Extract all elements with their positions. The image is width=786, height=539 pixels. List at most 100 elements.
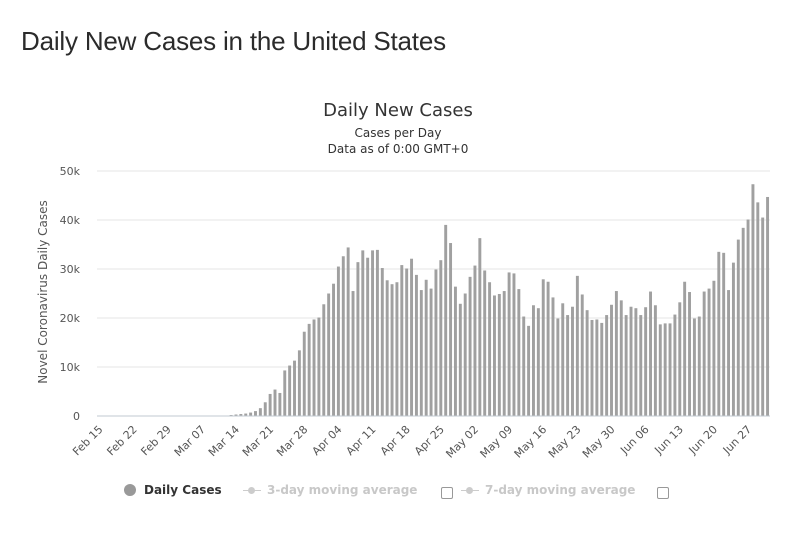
bar[interactable] — [517, 289, 521, 416]
bar[interactable] — [507, 272, 511, 416]
bar[interactable] — [571, 306, 574, 416]
bar[interactable] — [585, 310, 589, 416]
bar[interactable] — [712, 280, 716, 416]
bar[interactable] — [619, 300, 623, 416]
bar[interactable] — [410, 258, 414, 416]
bar[interactable] — [468, 276, 472, 416]
bar[interactable] — [463, 293, 467, 417]
bar[interactable] — [273, 389, 277, 416]
bar[interactable] — [697, 316, 701, 416]
bar[interactable] — [249, 412, 253, 416]
bar[interactable] — [322, 304, 326, 416]
bar[interactable] — [434, 269, 438, 416]
bar[interactable] — [566, 315, 570, 416]
bar[interactable] — [278, 392, 282, 416]
bar[interactable] — [488, 282, 492, 416]
bar[interactable] — [580, 294, 584, 416]
bar[interactable] — [644, 307, 648, 416]
bar[interactable] — [761, 217, 765, 416]
bar[interactable] — [678, 302, 682, 416]
bar[interactable] — [414, 274, 418, 416]
legend-daily-cases[interactable]: Daily Cases — [124, 483, 222, 497]
bar[interactable] — [575, 275, 579, 416]
bar[interactable] — [605, 315, 609, 416]
bar[interactable] — [478, 238, 482, 416]
bar[interactable] — [453, 286, 457, 416]
bar[interactable] — [239, 414, 243, 416]
bar[interactable] — [439, 260, 443, 416]
bar[interactable] — [522, 316, 526, 416]
bar[interactable] — [497, 293, 501, 416]
bar[interactable] — [556, 318, 560, 416]
bar[interactable] — [546, 281, 550, 416]
bar[interactable] — [502, 291, 506, 416]
bar[interactable] — [395, 282, 399, 416]
bar[interactable] — [385, 280, 389, 416]
bar[interactable] — [307, 323, 311, 416]
bar[interactable] — [234, 414, 238, 416]
bar[interactable] — [702, 291, 706, 416]
checkbox-7day-average[interactable] — [657, 487, 669, 499]
bar[interactable] — [419, 290, 423, 416]
bar[interactable] — [341, 256, 345, 416]
bar[interactable] — [380, 268, 384, 416]
bar[interactable] — [688, 292, 691, 416]
bar[interactable] — [610, 304, 613, 416]
checkbox-3day-average[interactable] — [441, 487, 453, 499]
bar[interactable] — [293, 360, 296, 416]
bar[interactable] — [731, 262, 735, 416]
bars[interactable] — [224, 184, 770, 417]
bar[interactable] — [405, 268, 409, 416]
bar[interactable] — [351, 291, 355, 416]
bar[interactable] — [634, 308, 638, 416]
bar[interactable] — [629, 306, 633, 416]
bar[interactable] — [263, 402, 267, 416]
bar[interactable] — [595, 319, 599, 416]
bar[interactable] — [536, 308, 540, 416]
bar[interactable] — [327, 293, 331, 417]
bar[interactable] — [756, 202, 760, 416]
bar[interactable] — [258, 408, 262, 416]
bar[interactable] — [424, 279, 428, 416]
bar[interactable] — [717, 251, 721, 416]
bar[interactable] — [590, 319, 594, 416]
bar[interactable] — [600, 322, 604, 416]
bar[interactable] — [741, 227, 745, 416]
bar[interactable] — [614, 291, 618, 416]
bar[interactable] — [722, 252, 726, 416]
bar[interactable] — [639, 315, 643, 416]
bar[interactable] — [512, 273, 516, 416]
bar[interactable] — [683, 281, 687, 416]
bar[interactable] — [302, 331, 306, 416]
bar[interactable] — [541, 279, 545, 416]
bar[interactable] — [283, 370, 287, 416]
bar[interactable] — [288, 365, 292, 416]
bar[interactable] — [429, 288, 433, 416]
bar[interactable] — [624, 315, 628, 416]
bar[interactable] — [653, 305, 657, 416]
bar[interactable] — [493, 295, 496, 416]
bar[interactable] — [707, 288, 711, 416]
bar[interactable] — [346, 247, 350, 416]
bar[interactable] — [668, 323, 672, 416]
bar[interactable] — [736, 239, 740, 416]
bar[interactable] — [458, 303, 462, 416]
bar[interactable] — [727, 290, 731, 416]
bar[interactable] — [332, 283, 335, 416]
bar[interactable] — [766, 196, 770, 416]
bar[interactable] — [254, 411, 257, 416]
bar[interactable] — [692, 318, 696, 416]
legend-7day-average[interactable]: 7-day moving average — [461, 483, 635, 497]
bar[interactable] — [366, 257, 370, 416]
bar[interactable] — [658, 324, 662, 416]
bar[interactable] — [483, 270, 487, 416]
bar[interactable] — [400, 265, 404, 416]
bar[interactable] — [649, 291, 652, 416]
bar[interactable] — [317, 317, 321, 416]
bar[interactable] — [473, 265, 477, 416]
bar[interactable] — [371, 250, 375, 416]
bar[interactable] — [663, 323, 667, 416]
bar[interactable] — [751, 184, 755, 416]
bar[interactable] — [551, 297, 555, 416]
bar[interactable] — [375, 249, 379, 416]
